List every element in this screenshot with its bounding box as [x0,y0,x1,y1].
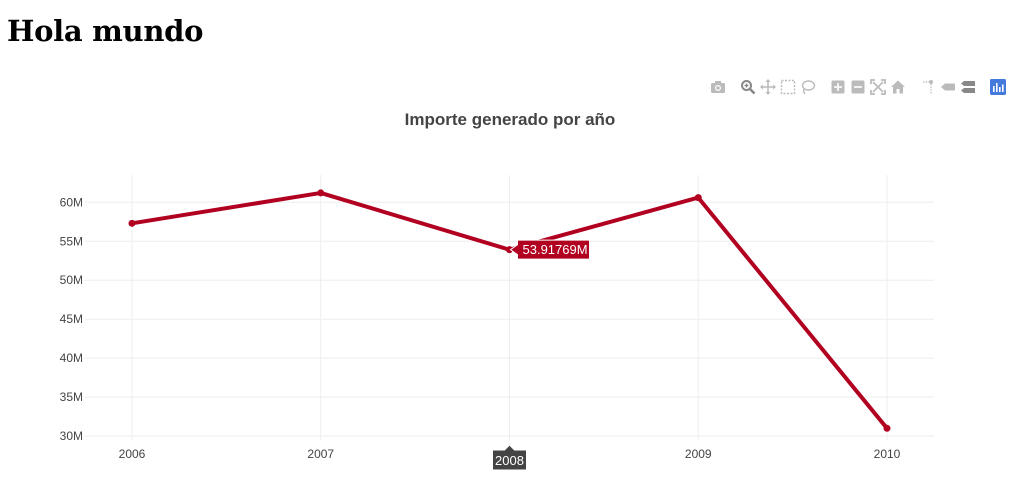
zoom-out-icon[interactable] [848,78,868,96]
data-point [317,189,325,197]
toolbar-group-logo [988,78,1008,96]
x-tick-label: 2007 [307,447,334,461]
series-layer [128,189,891,432]
autoscale-icon[interactable] [868,78,888,96]
hover-compare-icon[interactable] [958,78,978,96]
lasso-select-icon[interactable] [798,78,818,96]
chart-toolbar [698,78,1008,96]
y-tick-label: 50M [60,273,83,287]
toolbar-group-zoom [828,78,908,96]
spike-lines-icon[interactable] [918,78,938,96]
data-point [128,219,136,227]
hover-y-label: 53.91769M [523,242,588,257]
y-tick-label: 55M [60,234,83,248]
hover-closest-icon[interactable] [938,78,958,96]
hover-x-label-box [492,444,527,471]
zoom-icon[interactable] [738,78,758,96]
toolbar-group-hover [918,78,978,96]
chart-title: Importe generado por año [405,110,616,129]
toolbar-group-drag [738,78,818,96]
x-tick-label: 2006 [119,447,146,461]
hover-layer: 53.91769M 2008 [492,239,590,471]
y-tick-label: 35M [60,390,83,404]
hover-x-label: 2008 [495,453,524,468]
page-title: Hola mundo [7,14,204,48]
box-select-icon[interactable] [778,78,798,96]
reset-axes-icon[interactable] [888,78,908,96]
chart-grid [85,175,934,440]
toolbar-group-export [708,78,728,96]
y-tick-label: 60M [60,195,83,209]
pan-icon[interactable] [758,78,778,96]
x-tick-label: 2010 [874,447,901,461]
data-point [883,424,891,432]
hover-y-label-box [509,239,590,260]
y-tick-label: 30M [60,429,83,443]
zoom-in-icon[interactable] [828,78,848,96]
data-point [506,246,513,254]
y-tick-label: 45M [60,312,83,326]
x-tick-label: 2009 [685,447,712,461]
plotly-logo-icon[interactable] [988,78,1008,96]
y-tick-label: 40M [60,351,83,365]
camera-icon[interactable] [708,78,728,96]
y-axis: 30M 35M 40M 45M 50M 55M 60M [60,195,83,443]
data-point [694,194,702,202]
